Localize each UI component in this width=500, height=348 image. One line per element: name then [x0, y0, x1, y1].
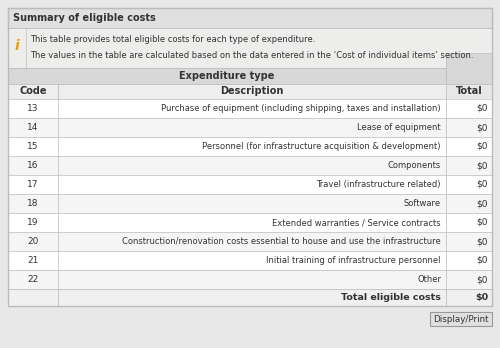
Text: The values in the table are calculated based on the data entered in the ‘Cost of: The values in the table are calculated b… [30, 50, 474, 60]
Text: Extended warranties / Service contracts: Extended warranties / Service contracts [272, 218, 441, 227]
Text: Travel (infrastructure related): Travel (infrastructure related) [316, 180, 441, 189]
Bar [58, 118, 446, 137]
Bar [8, 28, 492, 68]
Bar [8, 68, 446, 84]
Text: 16: 16 [27, 161, 39, 170]
Bar [8, 8, 492, 28]
Text: $0: $0 [476, 180, 488, 189]
Text: Code: Code [19, 87, 47, 96]
Text: $0: $0 [476, 123, 488, 132]
Bar [446, 53, 492, 84]
Bar [58, 175, 446, 194]
Text: $0: $0 [476, 199, 488, 208]
Text: $0: $0 [476, 256, 488, 265]
Text: $0: $0 [476, 218, 488, 227]
Bar [58, 232, 446, 251]
Bar [8, 156, 58, 175]
Bar [8, 99, 58, 118]
Bar [8, 213, 58, 232]
Bar [58, 84, 446, 99]
Text: This table provides total eligible costs for each type of expenditure.: This table provides total eligible costs… [30, 35, 316, 45]
Bar [8, 175, 58, 194]
Text: Total: Total [456, 87, 482, 96]
Bar [58, 137, 446, 156]
Bar [8, 289, 58, 306]
Bar [8, 270, 58, 289]
Text: 21: 21 [28, 256, 38, 265]
Bar [58, 270, 446, 289]
Text: Total eligible costs: Total eligible costs [341, 293, 441, 302]
Text: Purchase of equipment (including shipping, taxes and installation): Purchase of equipment (including shippin… [162, 104, 441, 113]
Bar [58, 289, 446, 306]
Bar [446, 194, 492, 213]
Bar [446, 251, 492, 270]
Text: $0: $0 [476, 104, 488, 113]
Bar [58, 194, 446, 213]
Text: 19: 19 [27, 218, 39, 227]
Bar [446, 232, 492, 251]
Text: Lease of equipment: Lease of equipment [358, 123, 441, 132]
Text: Expenditure type: Expenditure type [180, 71, 274, 81]
Text: $0: $0 [476, 161, 488, 170]
Bar [430, 312, 492, 326]
Bar [446, 175, 492, 194]
Bar [8, 137, 58, 156]
Text: Display/Print: Display/Print [433, 315, 489, 324]
Text: Other: Other [417, 275, 441, 284]
Bar [446, 289, 492, 306]
Text: 17: 17 [27, 180, 39, 189]
Text: 14: 14 [28, 123, 38, 132]
Text: 15: 15 [27, 142, 39, 151]
Text: $0: $0 [475, 293, 488, 302]
Bar [446, 118, 492, 137]
Text: Personnel (for infrastructure acquisition & development): Personnel (for infrastructure acquisitio… [202, 142, 441, 151]
Text: Summary of eligible costs: Summary of eligible costs [13, 13, 156, 23]
Text: 22: 22 [28, 275, 38, 284]
Bar [8, 251, 58, 270]
Bar [8, 8, 492, 306]
Text: 18: 18 [27, 199, 39, 208]
Bar [446, 99, 492, 118]
Text: Components: Components [388, 161, 441, 170]
Bar [58, 251, 446, 270]
Text: i: i [14, 39, 20, 53]
Bar [58, 156, 446, 175]
Text: 13: 13 [27, 104, 39, 113]
Text: Software: Software [404, 199, 441, 208]
Bar [446, 156, 492, 175]
Bar [58, 99, 446, 118]
Text: Construction/renovation costs essential to house and use the infrastructure: Construction/renovation costs essential … [122, 237, 441, 246]
Bar [446, 213, 492, 232]
Bar [446, 137, 492, 156]
Bar [58, 213, 446, 232]
Text: $0: $0 [476, 275, 488, 284]
Bar [8, 28, 26, 68]
Bar [8, 84, 58, 99]
Text: 20: 20 [28, 237, 38, 246]
Text: $0: $0 [476, 237, 488, 246]
Bar [8, 232, 58, 251]
Bar [446, 270, 492, 289]
Bar [8, 194, 58, 213]
Text: $0: $0 [476, 142, 488, 151]
Text: Description: Description [220, 87, 284, 96]
Bar [8, 118, 58, 137]
Text: Initial training of infrastructure personnel: Initial training of infrastructure perso… [266, 256, 441, 265]
